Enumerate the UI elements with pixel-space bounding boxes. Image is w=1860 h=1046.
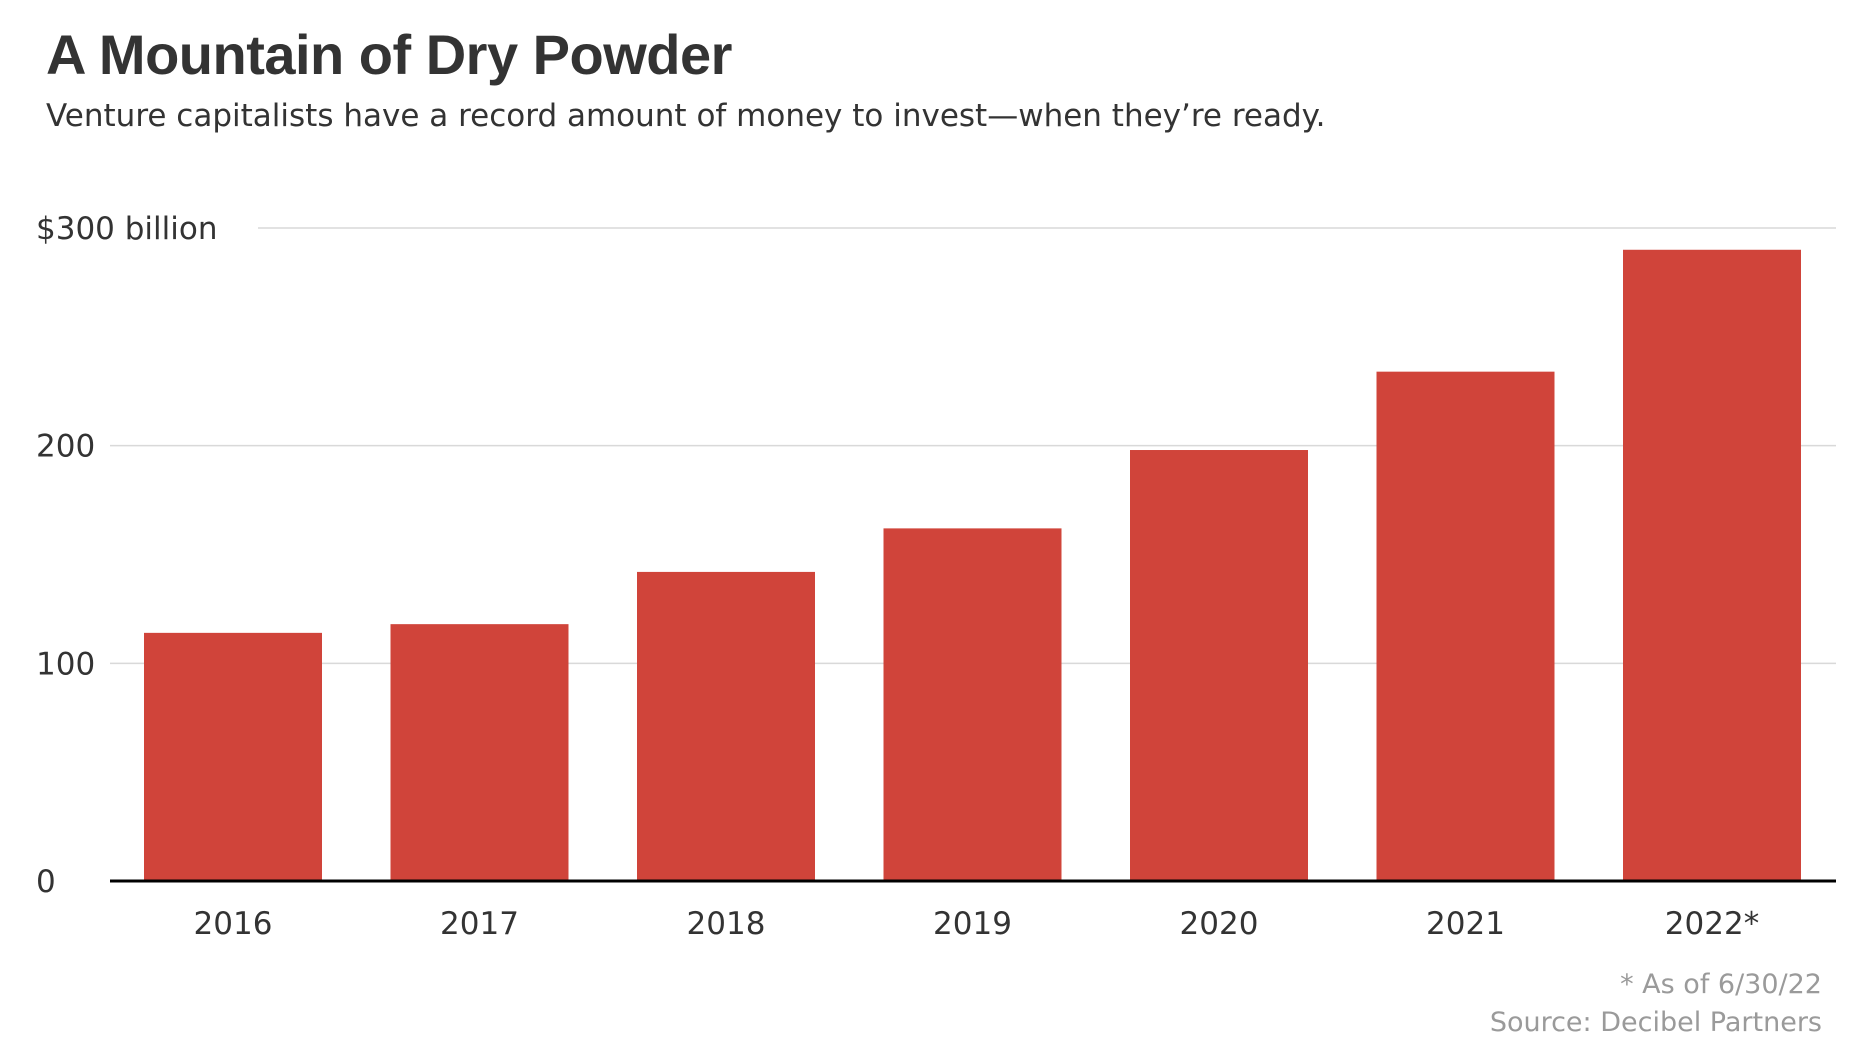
bar-2022 bbox=[1623, 249, 1801, 881]
x-tick-label: 2022* bbox=[1665, 906, 1759, 942]
bar-2021 bbox=[1376, 371, 1555, 881]
y-tick-label: 100 bbox=[36, 646, 95, 682]
x-tick-label: 2021 bbox=[1426, 906, 1505, 942]
y-axis-tick-labels: 0 100 200 $300 billion bbox=[36, 211, 218, 900]
chart-notes: * As of 6/30/22 Source: Decibel Partners bbox=[1490, 966, 1822, 1042]
x-tick-label: 2020 bbox=[1180, 906, 1259, 942]
bar-2017 bbox=[390, 624, 569, 881]
x-tick-label: 2018 bbox=[687, 906, 766, 942]
chart-title: A Mountain of Dry Powder bbox=[46, 23, 732, 86]
x-tick-label: 2017 bbox=[440, 906, 519, 942]
bar-2016 bbox=[144, 632, 322, 881]
y-tick-label: 0 bbox=[36, 864, 56, 900]
y-tick-label: $300 billion bbox=[36, 211, 218, 247]
bar-2020 bbox=[1130, 450, 1308, 881]
x-axis-tick-labels: 2016 2017 2018 2019 2020 2021 2022* bbox=[194, 906, 1760, 942]
chart-subtitle: Venture capitalists have a record amount… bbox=[46, 98, 1326, 134]
bar-2018 bbox=[637, 571, 815, 881]
y-tick-label: 200 bbox=[36, 429, 95, 465]
x-tick-label: 2016 bbox=[194, 906, 273, 942]
footnote: * As of 6/30/22 bbox=[1620, 969, 1822, 1000]
x-tick-label: 2019 bbox=[933, 906, 1012, 942]
bars bbox=[144, 249, 1801, 881]
source-note: Source: Decibel Partners bbox=[1489, 1007, 1822, 1038]
bar-2019 bbox=[883, 528, 1062, 881]
